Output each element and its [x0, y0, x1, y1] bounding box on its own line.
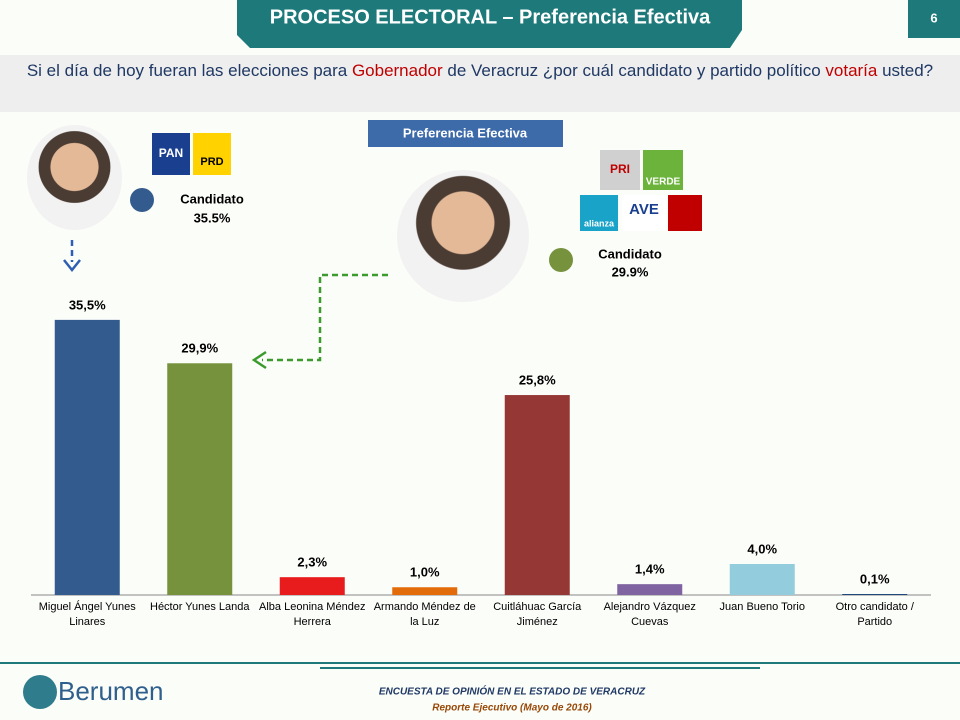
question-text: de Veracruz ¿por cuál candidato y partid… [442, 61, 826, 80]
x-tick-label: Armando Méndez de la Luz [373, 601, 476, 628]
header-banner [237, 0, 742, 48]
value-label: 1,0% [410, 565, 440, 580]
value-label: 4,0% [747, 541, 777, 556]
page-number: 6 [930, 10, 937, 25]
x-tick-label: Miguel Ángel Yunes Linares [38, 601, 136, 628]
logo [668, 195, 702, 231]
logo-text: PRI [610, 162, 630, 176]
candidate-value: 35.5% [194, 210, 231, 225]
value-label: 2,3% [297, 555, 327, 570]
bar [279, 577, 345, 595]
brand-logo [23, 675, 57, 709]
logo-text: VERDE [646, 177, 681, 188]
bar [54, 319, 120, 595]
bar [504, 395, 570, 595]
logo [193, 133, 231, 175]
candidate-label: Candidato [598, 246, 662, 261]
value-label: 0,1% [860, 571, 890, 586]
bar [842, 594, 908, 595]
logo [600, 150, 640, 190]
logo [643, 150, 683, 190]
page-box [908, 0, 960, 38]
footer-line: Reporte Ejecutivo (Mayo de 2016) [432, 703, 592, 714]
logo [622, 195, 666, 231]
candidate-photo [27, 125, 122, 230]
logo-text: alianza [584, 218, 615, 228]
header-title: PROCESO ELECTORAL – Preferencia Efectiva [270, 6, 711, 28]
arrow [262, 273, 388, 362]
question-highlight: votaría [825, 61, 878, 80]
candidate-photo [397, 170, 529, 302]
candidate-value: 29.9% [612, 264, 649, 279]
legend-dot [549, 248, 573, 272]
value-label: 1,4% [635, 562, 665, 577]
candidate-label: Candidato [180, 191, 244, 206]
logo [580, 195, 618, 231]
legend-dot [130, 188, 154, 212]
x-tick-label: Alejandro Vázquez Cuevas [603, 601, 696, 628]
value-label: 35,5% [69, 297, 106, 312]
value-label: 29,9% [181, 341, 218, 356]
question: Si el día de hoy fueran las elecciones p… [0, 55, 960, 112]
x-tick-label: Alba Leonina Méndez Herrera [259, 601, 366, 628]
x-tick-label: Héctor Yunes Landa [150, 601, 250, 613]
logo-text: PRD [200, 156, 223, 168]
bar [392, 587, 458, 595]
chart-title: Preferencia Efectiva [403, 125, 528, 140]
question-text: usted? [877, 61, 934, 80]
x-tick-label: Otro candidato / Partido [835, 601, 914, 628]
bar [617, 584, 683, 595]
question-text: Si el día de hoy fueran las elecciones p… [26, 61, 352, 80]
x-tick-label: Juan Bueno Torio [719, 601, 805, 613]
chart-title-box [368, 120, 563, 147]
bar [729, 564, 795, 595]
footer-line: ENCUESTA DE OPINIÓN EN EL ESTADO DE VERA… [379, 685, 646, 698]
arrow-head [63, 259, 81, 273]
arrow-head [251, 350, 267, 370]
x-tick-label: Cuitláhuac García Jiménez [493, 601, 582, 628]
value-label: 25,8% [519, 372, 556, 387]
logo-text: AVE [629, 201, 659, 218]
logo-text: PAN [159, 146, 183, 160]
brand: Berumen [58, 676, 164, 706]
logo [152, 133, 190, 175]
bar [167, 363, 233, 595]
question-highlight: Gobernador [351, 61, 443, 80]
